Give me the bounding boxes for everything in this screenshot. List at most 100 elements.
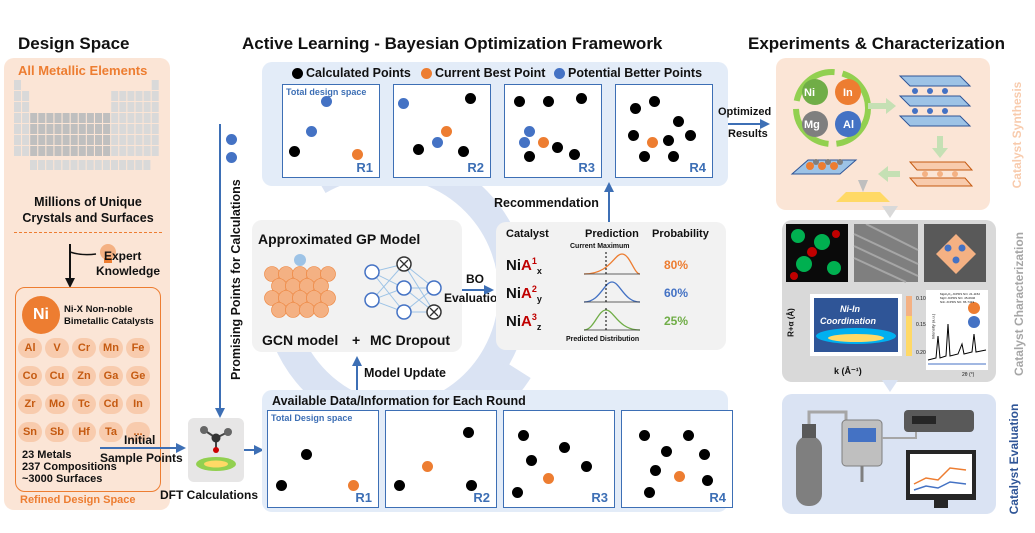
calculated-point — [301, 448, 312, 460]
round-box-r2: R2 — [385, 410, 497, 508]
total-space-label: Total Design space — [271, 413, 353, 423]
model-update-arrow — [352, 356, 362, 392]
periodic-table-cell — [46, 146, 54, 156]
periodic-table-cell — [86, 113, 94, 123]
periodic-table-cell — [22, 135, 30, 145]
periodic-table-cell — [119, 113, 127, 123]
round-label: R4 — [709, 490, 726, 505]
element-chip: Zr — [18, 394, 42, 414]
catalyst-name: NiA3z — [506, 312, 542, 332]
periodic-table-cell — [70, 146, 78, 156]
calculated-point — [627, 130, 639, 142]
mc-dropout-label: MC Dropout — [370, 332, 451, 348]
round-label: R1 — [356, 160, 373, 175]
promising-label: Promising Points for Calculations — [229, 179, 243, 380]
periodic-table-cell — [22, 102, 30, 112]
distribution-curve — [583, 308, 641, 332]
total-space-label: Total design space — [286, 87, 367, 97]
gcn-node — [313, 278, 329, 294]
calculated-point — [526, 455, 537, 467]
periodic-table-cell — [135, 91, 143, 101]
synthesis-graphic — [790, 69, 974, 202]
calculated-point — [639, 151, 651, 163]
periodic-table-cell — [119, 135, 127, 145]
periodic-table-cell — [86, 135, 94, 145]
periodic-table-cell — [38, 124, 46, 134]
xafs-line2: Coordination — [820, 316, 876, 326]
calculated-point — [465, 93, 477, 105]
promising-dot — [226, 152, 237, 163]
round-box-r1: Total design space R1 — [282, 84, 380, 178]
periodic-table-cell — [95, 124, 102, 134]
header-catalyst: Catalyst — [506, 228, 549, 240]
periodic-table-cell — [54, 160, 62, 170]
dft-label: DFT Calculations — [160, 488, 259, 502]
current-best-point — [646, 136, 658, 148]
legend-best-dot — [421, 68, 432, 79]
header-probability: Probability — [652, 228, 709, 240]
periodic-table-cell — [135, 135, 143, 145]
periodic-table-cell — [62, 146, 70, 156]
calculated-point — [393, 480, 405, 492]
periodic-table-cell — [103, 124, 111, 134]
current-best-point — [673, 470, 685, 482]
gcn-node — [320, 290, 336, 306]
cbar-mid: 0.15 — [916, 322, 926, 328]
optimized-line1: Optimized — [718, 106, 772, 118]
periodic-table-cell — [127, 124, 135, 134]
millions-line1: Millions of Unique — [34, 195, 142, 209]
periodic-table-cell — [22, 146, 30, 156]
round-label: R4 — [689, 160, 706, 175]
element-chip: ... — [126, 422, 150, 442]
xrd-legend-2: NiIn JCPDS NO. 65-7423 — [940, 300, 975, 304]
predicted-dist-label: Predicted Distribution — [566, 336, 640, 343]
element-chip: Co — [18, 366, 42, 386]
periodic-table-cell — [86, 160, 94, 170]
ring-al: Al — [843, 119, 854, 131]
initial-arrow — [100, 443, 186, 453]
periodic-table-cell — [70, 160, 78, 170]
periodic-table-cell — [111, 124, 119, 134]
calculated-point — [638, 429, 650, 441]
char-to-eval-arrow — [882, 380, 898, 392]
gcn-node — [299, 302, 315, 318]
calculated-point — [523, 151, 535, 163]
xrd-legend-1: MgO JCPDS NO. 45-0946 — [940, 296, 976, 300]
periodic-table-cell — [135, 160, 143, 170]
periodic-table-cell — [151, 135, 159, 145]
periodic-table-cell — [46, 135, 54, 145]
periodic-table-cell — [143, 146, 151, 156]
current-best-point — [537, 136, 549, 148]
element-chip: Al — [18, 338, 42, 358]
periodic-table-cell — [135, 102, 143, 112]
stat-compositions: 237 Compositions — [22, 461, 117, 473]
periodic-table-cell — [38, 135, 46, 145]
calculated-point — [663, 134, 675, 146]
model-update-label: Model Update — [364, 366, 446, 380]
ring-mg: Mg — [804, 119, 820, 131]
periodic-table-cell — [151, 113, 159, 123]
gcn-node — [285, 302, 301, 318]
legend-potential-dot — [554, 68, 565, 79]
periodic-table-cell — [14, 124, 21, 134]
calculated-point — [644, 487, 655, 499]
promising-arrow — [215, 124, 225, 418]
round-box-r3: R3 — [503, 410, 615, 508]
periodic-table-cell — [30, 135, 38, 145]
periodic-table-cell — [95, 113, 102, 123]
calculated-point — [559, 441, 570, 453]
lightbulb-icon — [100, 244, 116, 263]
stat-metals: 23 Metals — [22, 449, 72, 461]
element-chip: Fe — [126, 338, 150, 358]
periodic-table-cell — [111, 146, 119, 156]
xafs-ylabel: R+α (Å) — [786, 308, 796, 337]
initial-line2: Sample Points — [100, 451, 183, 465]
potential-point — [518, 136, 530, 148]
cbar-top: 0.10 — [916, 296, 926, 302]
calculated-point — [672, 116, 684, 128]
periodic-table-cell — [127, 135, 135, 145]
initial-line1: Initial — [124, 433, 156, 447]
periodic-table-cell — [46, 160, 54, 170]
xafs-line1: Ni-In — [840, 304, 860, 314]
element-chip: Hf — [72, 422, 96, 442]
